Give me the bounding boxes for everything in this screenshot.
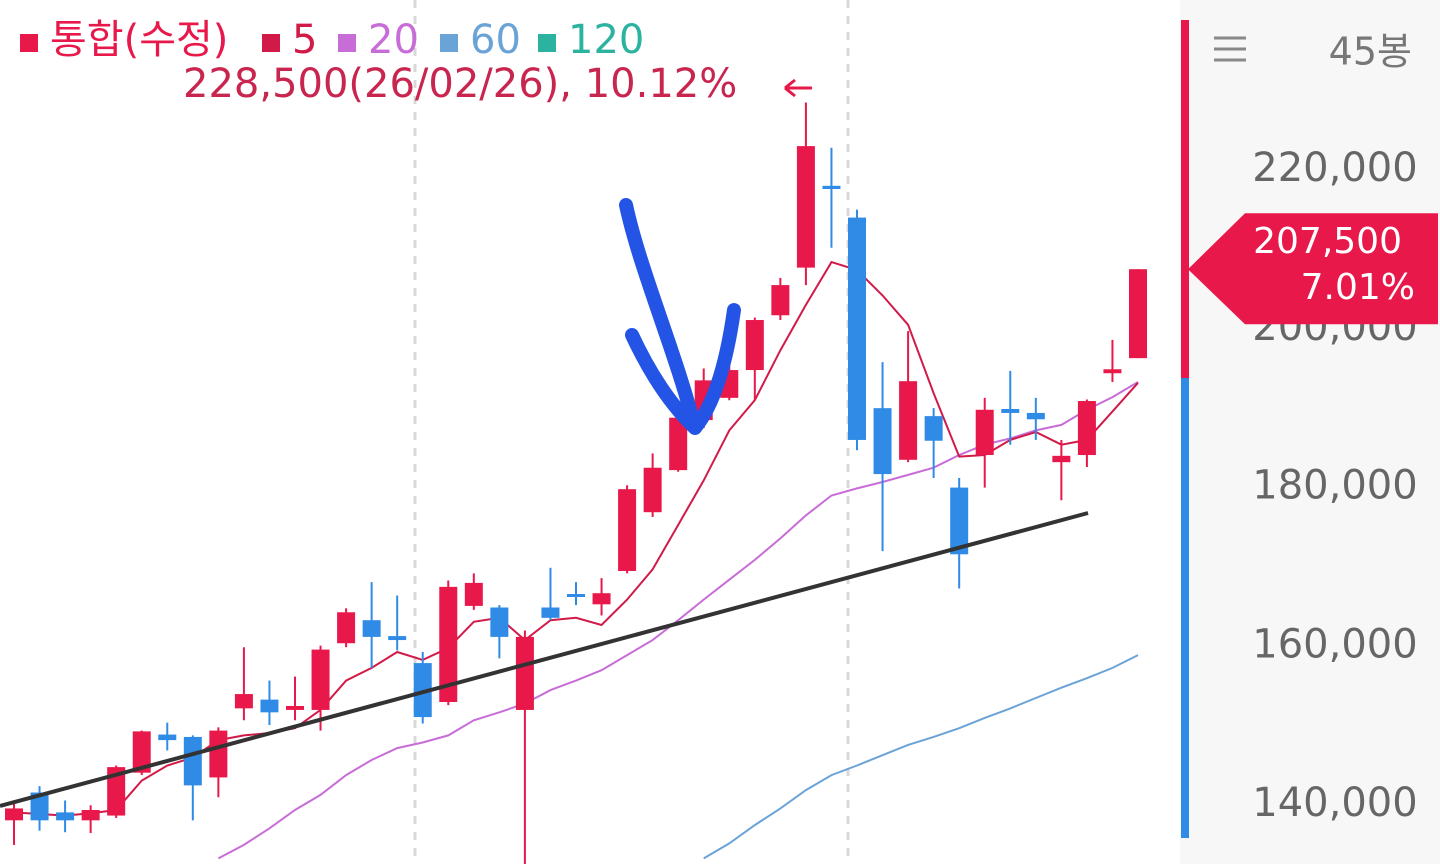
candle-body (337, 612, 356, 644)
candle-body (1026, 412, 1045, 420)
candle-body (1129, 269, 1147, 359)
candle-body (796, 146, 815, 268)
legend-label: 5 (292, 17, 317, 63)
candle-body (567, 594, 585, 597)
candle-body (1001, 408, 1020, 413)
candle-body (209, 730, 228, 778)
price-tag-change: 7.01% (1301, 267, 1415, 308)
high-marker-arrow (784, 78, 812, 98)
y-tick-label: 160,000 (1252, 621, 1417, 667)
candle-body (81, 810, 100, 821)
legend-swatch (338, 34, 356, 52)
price-tag-price: 207,500 (1253, 221, 1402, 262)
y-tick-label: 220,000 (1252, 145, 1417, 191)
candle-body (950, 487, 969, 555)
candle-body (899, 381, 918, 460)
candle-body (183, 736, 202, 786)
candle-body (107, 767, 126, 816)
legend-swatch (262, 34, 280, 52)
candle-body (464, 582, 483, 606)
menu-icon[interactable] (1214, 36, 1246, 62)
candle-body (1052, 455, 1071, 463)
y-tick-label: 180,000 (1252, 463, 1417, 509)
candle-body (848, 217, 866, 440)
legend-swatch (20, 34, 38, 52)
candle-body (5, 808, 23, 821)
legend-label: 20 (368, 17, 419, 63)
candle-body (822, 185, 841, 189)
candle-body (745, 320, 764, 371)
candle-body (132, 731, 151, 773)
candle-body (592, 593, 611, 605)
bar-count[interactable]: 45봉 (1329, 30, 1412, 74)
high-info: 228,500(26/02/26), 10.12% (183, 61, 737, 107)
candle-body (30, 792, 49, 821)
candle-body (234, 694, 253, 709)
candle-body (56, 812, 75, 821)
candle-body (1077, 401, 1096, 456)
candle-body (490, 607, 509, 637)
price-axis-panel (1180, 0, 1440, 864)
price-tag-shape (1188, 213, 1438, 325)
legend-label: 60 (470, 17, 521, 63)
candle-body (618, 489, 637, 571)
legend-label: 120 (568, 17, 644, 63)
candle-body (515, 636, 534, 710)
candle-body (975, 409, 994, 456)
legend-swatch (538, 34, 556, 52)
candle-body (286, 705, 304, 710)
legend-swatch (440, 34, 458, 52)
y-tick-label: 140,000 (1252, 780, 1417, 826)
legend-label: 통합(수정) (50, 17, 228, 63)
price-tag: 207,500 7.01% (1188, 213, 1438, 325)
plot (5, 102, 1147, 864)
candle-body (1103, 369, 1122, 374)
legend: 통합(수정) 5 20 60 120 (20, 17, 644, 63)
candle-body (771, 285, 790, 316)
candle-body (439, 586, 458, 702)
candle-body (924, 416, 943, 441)
candle-body (260, 699, 279, 713)
candle-body (158, 734, 177, 741)
hand-drawn-arrow (619, 198, 741, 435)
candle-body (311, 649, 330, 710)
candle-body (669, 417, 688, 471)
candle-body (643, 467, 662, 513)
candle-body (362, 620, 381, 637)
candle-body (873, 408, 892, 475)
candle-body (541, 607, 560, 618)
candle-body (388, 636, 407, 641)
moving-average-line (703, 654, 1139, 860)
trend-line-drawing (0, 511, 1089, 808)
